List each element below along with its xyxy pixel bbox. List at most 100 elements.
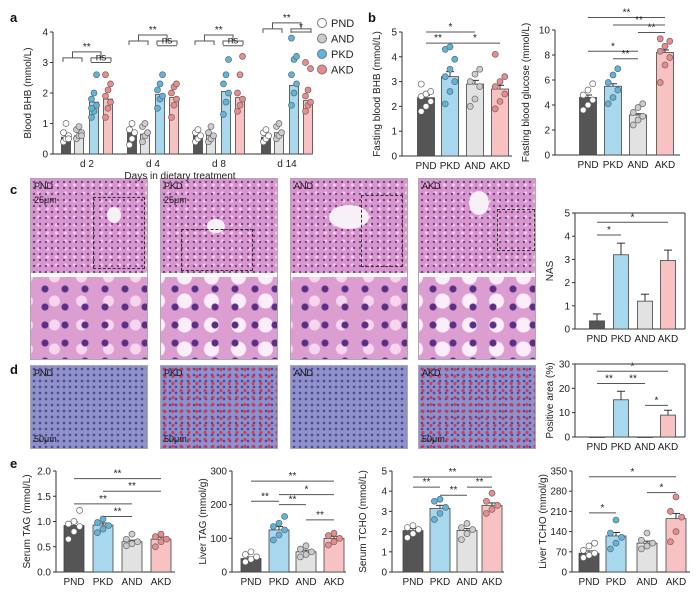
- y-tick-label: 0: [544, 151, 550, 162]
- data-point-pnd: [76, 523, 83, 530]
- data-point-and: [308, 548, 315, 556]
- data-point-pkd: [88, 114, 95, 121]
- bar-akd: [660, 260, 676, 330]
- significance-bracket: [62, 57, 83, 62]
- significance-label: **: [648, 23, 656, 34]
- data-point-akd: [491, 83, 499, 90]
- chart-e3: 0 1 2 3 4 5 Serum TCHO (mmol/L) PND PKD AND AKD ** *…: [358, 467, 504, 588]
- y-tick-label: 1.0: [37, 517, 51, 528]
- significance-label: **: [128, 481, 136, 492]
- significance-label: ns: [162, 36, 173, 47]
- bar-pkd: [613, 399, 629, 438]
- y-tick-label: 3: [42, 58, 48, 69]
- data-point-akd: [667, 538, 674, 546]
- bar-pnd: [589, 320, 605, 330]
- data-point-pkd: [288, 71, 295, 79]
- image-label: PKD: [164, 181, 183, 191]
- image-label: AND: [294, 181, 314, 191]
- data-point-pnd: [417, 80, 425, 88]
- x-category-label: AKD: [658, 442, 679, 453]
- y-tick-label: 10: [559, 408, 571, 419]
- data-point-pkd: [88, 104, 95, 112]
- data-point-pnd: [242, 551, 249, 558]
- data-point-akd: [666, 37, 674, 45]
- significance-label: *: [631, 212, 635, 223]
- data-point-pkd: [288, 101, 295, 109]
- data-point-and: [207, 123, 215, 130]
- data-point-pnd: [253, 553, 260, 561]
- data-point-and: [463, 520, 471, 527]
- data-point-pkd: [614, 86, 622, 94]
- data-point-pnd: [589, 96, 597, 104]
- image-label: AKD: [422, 368, 441, 378]
- significance-label: **: [114, 506, 122, 517]
- data-point-pkd: [604, 79, 612, 86]
- data-point-and: [643, 542, 651, 550]
- he-image-pnd: PND 25μm: [30, 178, 148, 360]
- data-point-pnd: [580, 554, 587, 561]
- data-point-pkd: [220, 110, 227, 118]
- x-category-label: AND: [456, 577, 477, 588]
- x-category-label: AKD: [658, 334, 679, 345]
- oil-red-image-and: AND: [290, 365, 408, 449]
- data-point-pnd: [262, 126, 270, 133]
- y-tick-label: 20: [559, 384, 571, 395]
- data-point-pnd: [265, 132, 272, 140]
- significance-label: **: [289, 495, 297, 506]
- data-point-pkd: [159, 92, 166, 100]
- data-point-pnd: [76, 507, 83, 514]
- scale-bar-label: 50μm: [34, 434, 57, 444]
- data-point-pkd: [288, 34, 295, 42]
- data-point-pkd: [222, 71, 230, 79]
- data-point-pnd: [128, 135, 136, 143]
- data-point-pkd: [270, 523, 277, 530]
- x-category-label: PND: [240, 577, 261, 588]
- image-label: AND: [294, 368, 314, 378]
- significance-bracket: [204, 34, 234, 42]
- y-axis-title: Fasting blood glucose (mmol/L): [521, 23, 532, 163]
- data-point-akd: [152, 543, 159, 551]
- data-point-akd: [661, 61, 669, 69]
- data-point-akd: [307, 98, 314, 106]
- data-point-akd: [234, 89, 241, 97]
- data-point-and: [649, 539, 656, 547]
- data-point-pkd: [609, 94, 617, 101]
- scale-bar-label: 50μm: [164, 434, 187, 444]
- y-axis-title: Fasting blood BHB (mmol/L): [372, 31, 383, 157]
- x-category-label: PKD: [430, 577, 451, 588]
- data-point-akd: [491, 105, 499, 113]
- data-point-and: [78, 132, 85, 140]
- data-point-akd: [157, 530, 165, 538]
- x-category-label: PKD: [611, 442, 632, 453]
- significance-label: **: [476, 477, 484, 488]
- data-point-pnd: [422, 103, 430, 110]
- data-point-and: [639, 112, 647, 120]
- data-point-pkd: [275, 519, 283, 527]
- y-axis-title: Serum TCHO (mmol/L): [358, 470, 369, 573]
- y-tick-label: 4: [564, 232, 570, 243]
- panel-label-a: a: [10, 10, 18, 25]
- data-point-pnd: [404, 534, 411, 542]
- data-point-akd: [666, 54, 674, 61]
- data-point-akd: [330, 529, 338, 537]
- significance-label: **: [622, 49, 630, 60]
- data-point-akd: [496, 98, 504, 105]
- significance-label: *: [601, 503, 605, 514]
- x-category-label: PKD: [611, 334, 632, 345]
- bar-pkd: [155, 94, 165, 155]
- data-point-akd: [236, 101, 244, 109]
- x-category-label: AND: [121, 577, 142, 588]
- data-point-pnd: [584, 86, 592, 94]
- scale-bar-label: 25μm: [34, 195, 57, 205]
- significance-label: **: [434, 33, 442, 44]
- legend-marker-and: [317, 33, 327, 44]
- significance-label: **: [623, 8, 631, 19]
- data-point-and: [134, 538, 141, 546]
- x-category-label: AND: [627, 160, 648, 171]
- data-point-pkd: [436, 495, 444, 503]
- data-point-akd: [239, 53, 246, 60]
- image-label: PKD: [164, 368, 183, 378]
- panel-label-c: c: [10, 182, 18, 197]
